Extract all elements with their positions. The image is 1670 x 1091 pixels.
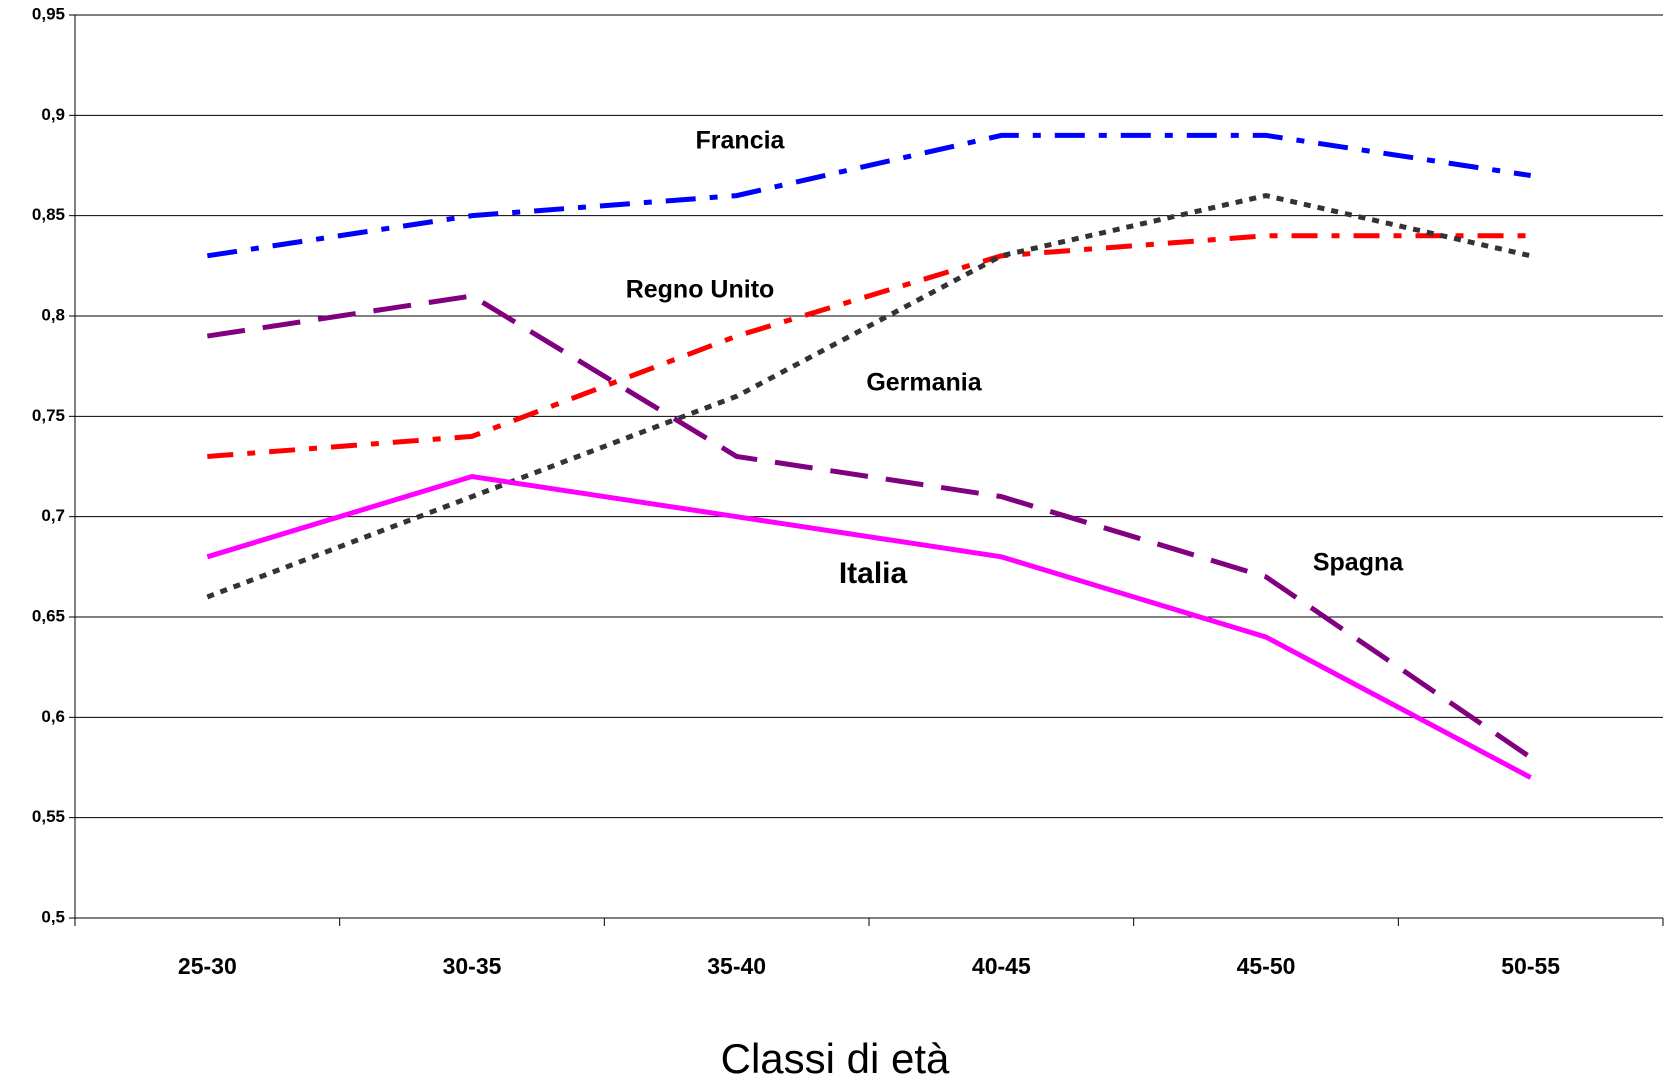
- x-tick-label: 35-40: [707, 953, 766, 979]
- y-tick-label: 0,65: [32, 606, 65, 625]
- series-line: [206, 193, 1532, 600]
- series-label: Spagna: [1313, 549, 1404, 577]
- series-label: Italia: [839, 557, 908, 590]
- y-tick-label: 0,85: [32, 205, 65, 224]
- y-tick-label: 0,9: [41, 105, 65, 124]
- y-tick-label: 0,7: [41, 506, 65, 525]
- y-tick-label: 0,6: [41, 707, 65, 726]
- y-tick-label: 0,55: [32, 807, 65, 826]
- y-tick-label: 0,95: [32, 4, 65, 23]
- x-axis-label: Classi di età: [721, 1035, 950, 1082]
- series-label: Francia: [696, 127, 786, 155]
- x-tick-label: 50-55: [1501, 953, 1560, 979]
- y-tick-label: 0,5: [41, 907, 65, 926]
- series-line: [207, 233, 1531, 459]
- x-tick-label: 40-45: [972, 953, 1031, 979]
- x-tick-label: 45-50: [1237, 953, 1296, 979]
- x-tick-label: 25-30: [178, 953, 237, 979]
- y-tick-label: 0,75: [32, 406, 65, 425]
- series-line: [206, 132, 1532, 259]
- series-line: [206, 473, 1532, 780]
- series-label: Germania: [866, 369, 982, 397]
- x-tick-label: 30-35: [443, 953, 502, 979]
- series-label: Regno Unito: [626, 276, 775, 304]
- series-line: [206, 293, 1533, 760]
- y-tick-label: 0,8: [41, 305, 65, 324]
